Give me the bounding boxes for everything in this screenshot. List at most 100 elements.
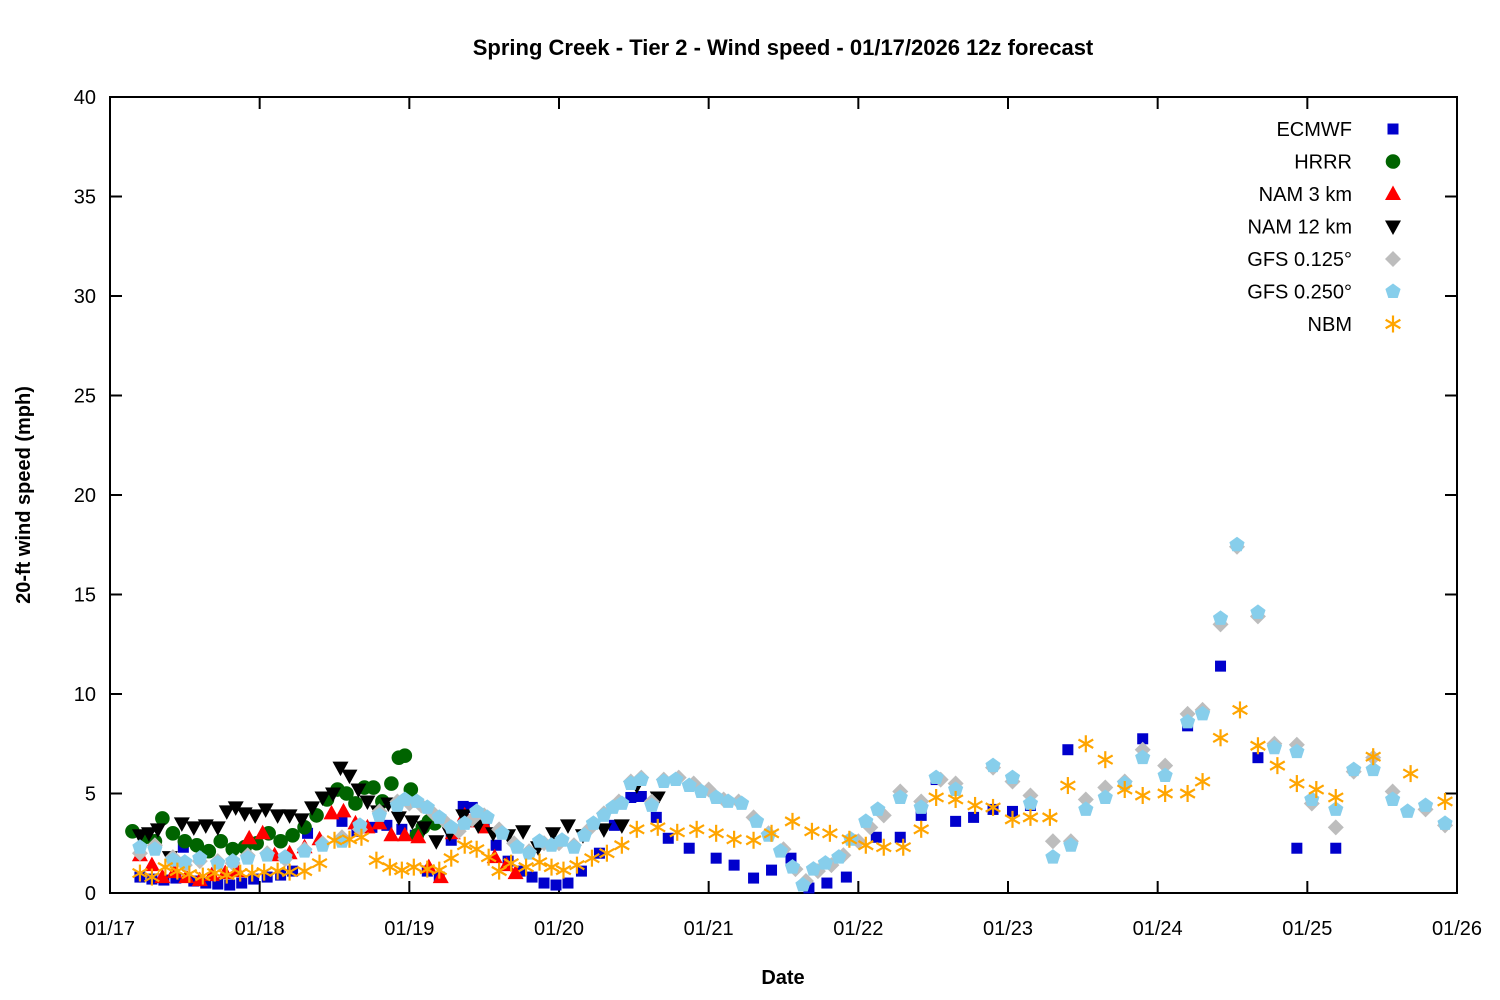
data-point (1078, 801, 1094, 816)
data-point (490, 839, 502, 851)
data-point (194, 867, 211, 885)
data-point (383, 826, 400, 842)
data-point (206, 864, 223, 882)
data-point (1179, 713, 1196, 729)
legend-label: ECMWF (1276, 119, 1352, 141)
data-point (804, 822, 820, 840)
data-point (143, 868, 160, 886)
data-point (296, 843, 313, 858)
data-point (650, 811, 662, 823)
data-point (1400, 803, 1416, 818)
data-point (950, 815, 962, 827)
chart-legend: ECMWF HRRR NAM 3 km NAM 12 km GFS 0.125° GFS … (1247, 119, 1401, 336)
legend-entry-ecmwf: ECMWF (1276, 119, 1399, 141)
x-tick-label: 01/22 (833, 918, 883, 940)
data-point (526, 871, 538, 883)
data-point (649, 818, 666, 836)
data-point (1135, 749, 1151, 765)
data-point (708, 789, 724, 804)
data-point (928, 788, 945, 806)
data-point (384, 776, 399, 791)
data-point (149, 823, 166, 838)
data-point (1116, 781, 1133, 799)
data-point (968, 811, 980, 823)
data-point (177, 854, 193, 869)
data-point (293, 813, 310, 828)
data-point (241, 829, 258, 845)
data-point (554, 832, 570, 847)
data-point (550, 879, 562, 891)
legend-entry-gfs-0-250-: GFS 0.250° (1247, 282, 1401, 304)
data-point (913, 799, 929, 814)
legend-entry-nam-12-km: NAM 12 km (1248, 217, 1401, 239)
data-point (259, 847, 275, 862)
data-point (1194, 705, 1211, 721)
data-point (443, 849, 460, 867)
data-point (432, 868, 449, 884)
data-point (817, 855, 834, 870)
data-point (531, 853, 548, 871)
x-tick-label: 01/24 (1133, 918, 1183, 940)
legend-marker-pentagon-icon (1385, 283, 1401, 298)
data-point (1291, 842, 1303, 854)
legend-entry-nbm: NBM (1308, 314, 1401, 336)
data-point (381, 819, 393, 831)
data-point (985, 757, 1001, 773)
data-point (1250, 604, 1266, 619)
data-point (277, 849, 293, 864)
y-tick-label: 20 (74, 485, 96, 507)
data-point (633, 771, 649, 787)
data-point (507, 864, 524, 880)
series-nbm (132, 701, 1453, 886)
legend-entry-hrrr: HRRR (1294, 152, 1401, 174)
y-tick-label: 5 (85, 784, 96, 806)
data-point (480, 848, 497, 866)
data-point (772, 843, 789, 858)
data-point (913, 820, 930, 838)
data-point (576, 827, 593, 842)
data-point (147, 841, 163, 856)
data-point (1059, 777, 1076, 795)
x-axis-label: Date (761, 967, 804, 989)
data-point (875, 838, 892, 856)
data-point (404, 815, 421, 830)
data-point (1288, 775, 1305, 793)
data-point (614, 795, 630, 810)
data-point (662, 832, 674, 844)
data-point (1044, 833, 1061, 850)
data-point (821, 877, 833, 889)
data-point (192, 850, 208, 865)
data-point (431, 861, 448, 879)
data-point (353, 828, 370, 846)
data-point (405, 858, 422, 876)
data-point (841, 830, 858, 848)
data-point (1437, 815, 1453, 830)
data-point (1212, 610, 1229, 625)
data-point (1045, 849, 1061, 864)
data-point (575, 865, 587, 877)
data-point (1328, 801, 1344, 816)
data-point (892, 789, 908, 804)
data-point (805, 861, 822, 876)
data-point (967, 796, 983, 814)
data-point (870, 831, 882, 843)
data-point (613, 819, 630, 834)
data-point (325, 787, 342, 802)
data-point (494, 825, 510, 840)
y-tick-label: 10 (74, 684, 96, 706)
data-point (359, 795, 376, 810)
data-point (894, 831, 906, 843)
data-point (915, 809, 927, 821)
data-point (748, 872, 760, 884)
data-point (169, 862, 186, 880)
data-point (521, 845, 537, 860)
data-point (247, 809, 264, 824)
legend-marker-asterisk-icon (1385, 315, 1401, 333)
data-point (225, 853, 241, 868)
x-tick-label: 01/20 (534, 918, 584, 940)
data-point (339, 786, 354, 801)
data-point (585, 815, 602, 830)
data-point (857, 836, 874, 854)
data-point (154, 868, 171, 884)
data-point (644, 797, 660, 812)
